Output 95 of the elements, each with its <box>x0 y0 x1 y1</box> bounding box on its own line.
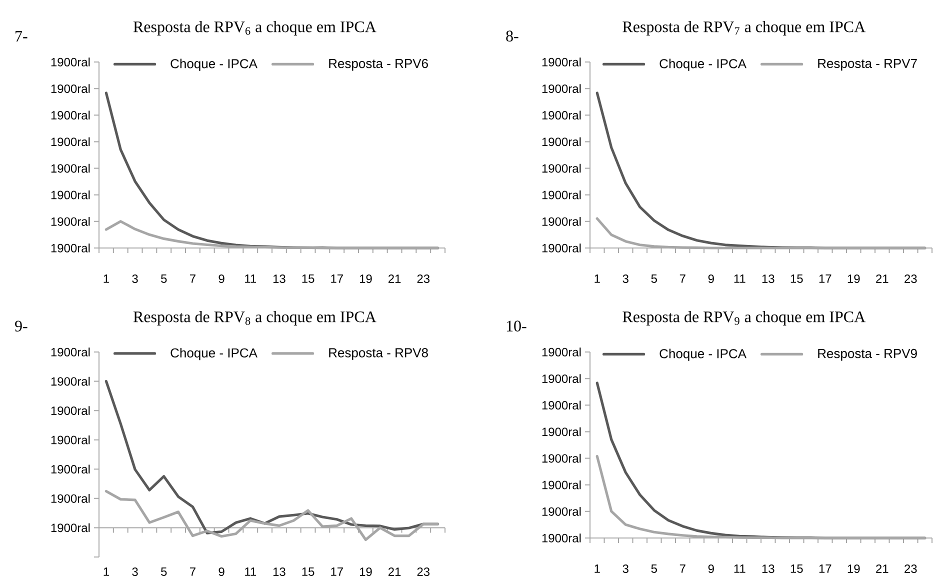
x-tick-label: 17 <box>331 274 343 283</box>
x-tick-label: 5 <box>161 568 167 576</box>
x-tick-label: 23 <box>904 564 917 574</box>
legend-label: Resposta - RPV9 <box>818 348 917 361</box>
x-tick-label: 1 <box>104 568 109 576</box>
x-tick-label: 1 <box>104 274 109 283</box>
legend-label: Resposta - RPV7 <box>818 58 917 71</box>
legend-label: Choque - IPCA <box>660 348 746 361</box>
x-tick-label: 9 <box>708 274 714 284</box>
text: 1900ral <box>542 244 581 252</box>
text: 1900ral <box>51 435 90 444</box>
text: 1900ral <box>51 164 90 173</box>
x-tick-label: 9 <box>708 564 714 574</box>
text: 1900ral <box>542 58 581 66</box>
x-tick-label: 13 <box>762 564 774 574</box>
text: 7- <box>16 30 28 42</box>
text: 1900ral <box>51 110 90 120</box>
text: 1900ral <box>51 494 90 503</box>
text: 1900ral <box>51 217 90 226</box>
x-tick-label: 1 <box>594 564 600 573</box>
text: 1900ral <box>542 480 581 490</box>
x-tick-label: 19 <box>360 274 372 284</box>
chart-title: Resposta de RPV$_{8}$ a choque em IPCA <box>133 310 376 326</box>
x-tick-label: 3 <box>132 274 138 284</box>
text: 1900ral <box>51 244 90 252</box>
x-tick-label: 15 <box>302 274 314 283</box>
chart-title: Resposta de RPV$_{9}$ a choque em IPCA <box>622 310 866 326</box>
legend-label: Resposta - RPV8 <box>329 348 428 360</box>
text: 1900ral <box>51 406 90 415</box>
text: 1900ral <box>542 190 581 200</box>
x-tick-label: 17 <box>819 564 832 573</box>
x-tick-label: 15 <box>790 274 803 283</box>
text: 1900ral <box>51 190 90 200</box>
x-tick-label: 23 <box>417 274 430 284</box>
text: 1900ral <box>51 58 90 66</box>
x-tick-label: 21 <box>876 564 888 573</box>
x-tick-label: 17 <box>331 568 343 576</box>
text: 1900ral <box>542 534 581 542</box>
x-tick-label: 3 <box>132 568 138 576</box>
x-tick-label: 11 <box>245 568 256 576</box>
text: 1900ral <box>542 217 581 226</box>
text: 1900ral <box>51 137 90 146</box>
text: 1900ral <box>542 427 581 436</box>
x-tick-label: 11 <box>734 274 746 283</box>
text: 1900ral <box>542 110 581 120</box>
x-tick-label: 21 <box>388 568 401 576</box>
text: 10- <box>506 320 526 332</box>
x-tick-label: 21 <box>388 274 401 283</box>
x-tick-label: 7 <box>680 274 686 283</box>
x-tick-label: 9 <box>218 568 224 576</box>
x-tick-label: 13 <box>762 274 774 284</box>
legend-label: Choque - IPCA <box>170 348 258 360</box>
text: 9- <box>15 320 28 332</box>
text: 1900ral <box>542 137 581 146</box>
text: 1900ral <box>542 84 581 93</box>
text: 1900ral <box>542 374 581 383</box>
text: 1900ral <box>542 454 581 463</box>
text: 8- <box>506 30 518 42</box>
x-tick-label: 5 <box>651 564 657 573</box>
chart-title: Resposta de RPV$_{7}$ a choque em IPCA <box>622 20 866 36</box>
x-tick-label: 3 <box>622 274 628 284</box>
x-tick-label: 11 <box>245 274 256 283</box>
text: 1900ral <box>51 348 90 356</box>
x-tick-label: 21 <box>876 274 888 283</box>
legend-label: Choque - IPCA <box>660 58 746 71</box>
x-tick-label: 23 <box>904 274 917 284</box>
x-tick-label: 15 <box>302 568 314 576</box>
legend-label: Choque - IPCA <box>170 58 258 71</box>
x-tick-label: 3 <box>622 564 628 574</box>
text: 1900ral <box>542 348 581 356</box>
x-tick-label: 19 <box>848 274 860 284</box>
x-tick-label: 7 <box>190 568 196 576</box>
text: 1900ral <box>51 376 90 386</box>
x-tick-label: 7 <box>680 564 686 573</box>
x-tick-label: 19 <box>360 568 372 576</box>
text: 1900ral <box>51 84 90 93</box>
text: 1900ral <box>542 400 581 410</box>
text: 1900ral <box>542 507 581 516</box>
text: 1900ral <box>51 464 90 474</box>
x-tick-label: 17 <box>819 274 832 283</box>
x-tick-label: 15 <box>790 564 803 573</box>
x-tick-label: 7 <box>190 274 196 283</box>
legend-label: Resposta - RPV6 <box>329 58 428 71</box>
x-tick-label: 1 <box>594 274 600 283</box>
x-tick-label: 13 <box>273 274 286 284</box>
x-tick-label: 5 <box>651 274 657 283</box>
text: 1900ral <box>51 523 90 532</box>
x-tick-label: 19 <box>848 564 860 574</box>
chart-title: Resposta de RPV$_{6}$ a choque em IPCA <box>133 20 376 36</box>
text: 1900ral <box>542 164 581 173</box>
x-tick-label: 5 <box>161 274 167 283</box>
x-tick-label: 23 <box>417 568 430 576</box>
x-tick-label: 9 <box>218 274 224 284</box>
x-tick-label: 13 <box>273 568 286 576</box>
x-tick-label: 11 <box>734 564 746 573</box>
